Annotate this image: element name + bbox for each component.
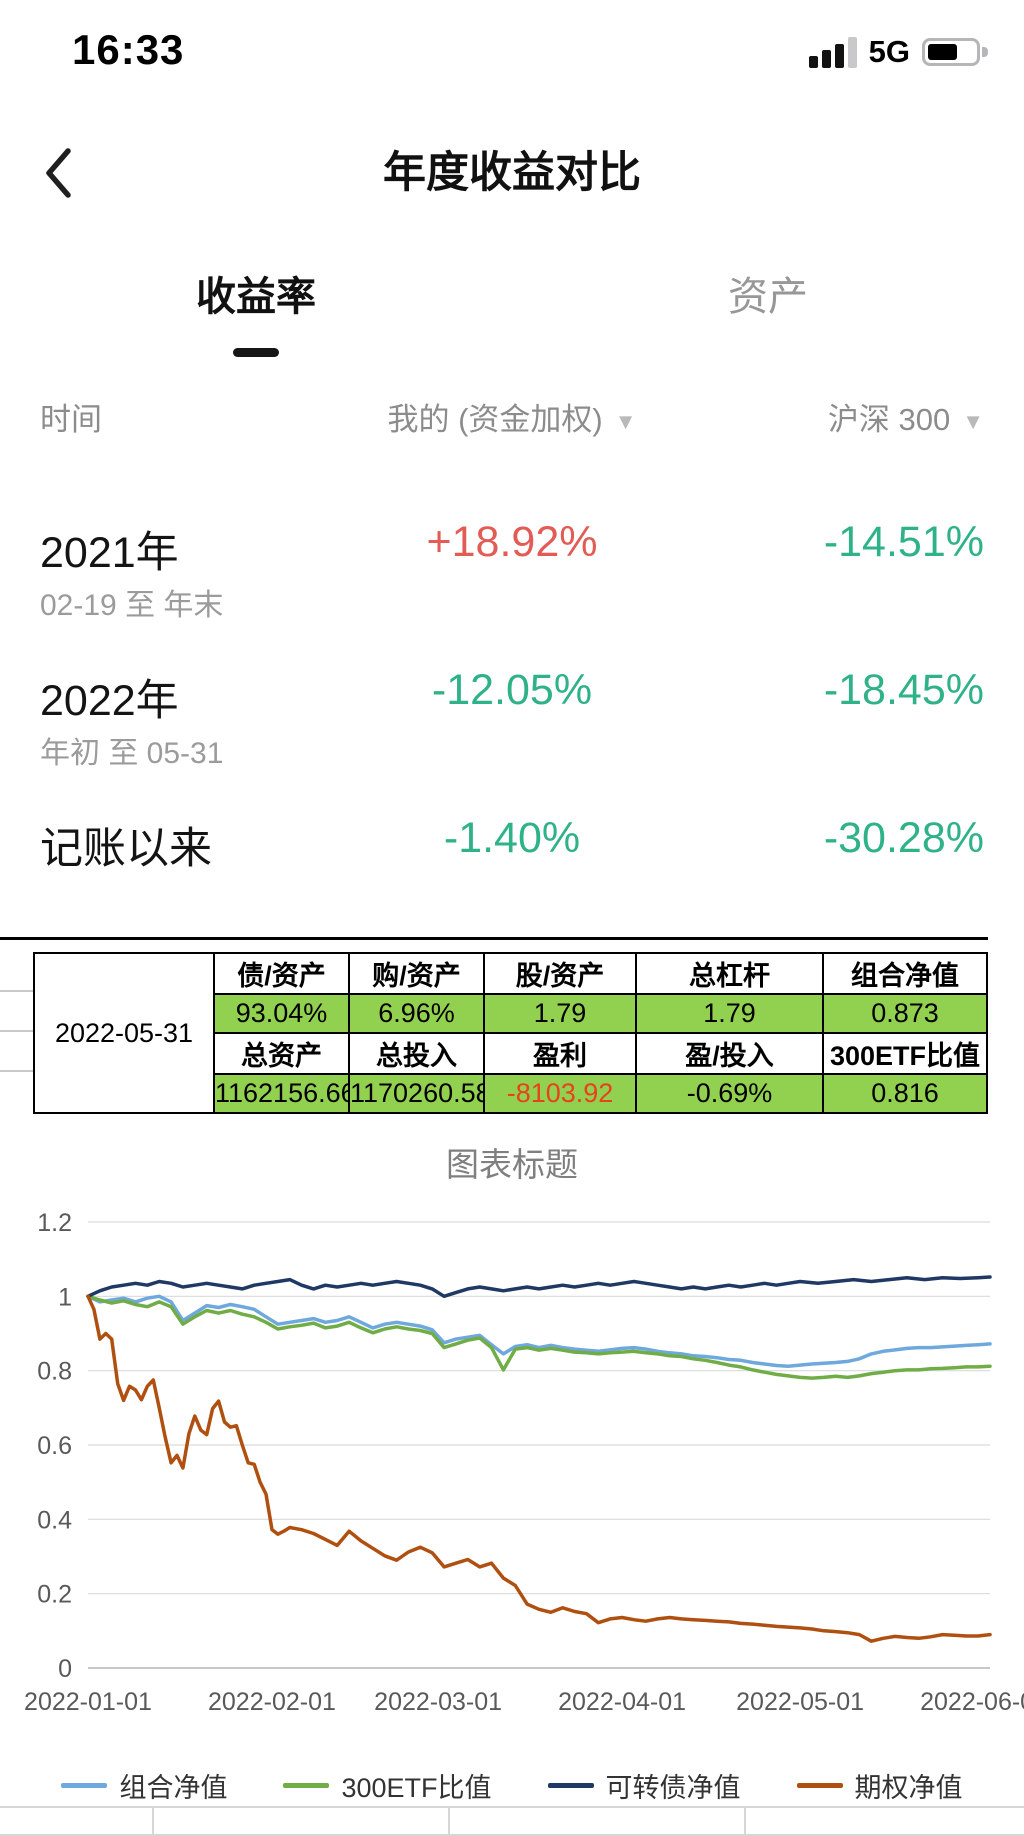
legend-item: 期权净值 bbox=[796, 1766, 963, 1805]
index-return-value: -18.45% bbox=[823, 666, 984, 714]
x-axis-label: 2022-02-01 bbox=[208, 1688, 336, 1716]
chart-series bbox=[86, 1294, 992, 1643]
back-button[interactable] bbox=[42, 146, 76, 200]
excel-header-cell: 总杠杆 bbox=[635, 952, 824, 995]
period-label: 2022年 bbox=[40, 677, 179, 725]
page-title: 年度收益对比 bbox=[383, 149, 641, 197]
spreadsheet-gridline bbox=[0, 1834, 1024, 1836]
spreadsheet-gridline bbox=[0, 1806, 1024, 1808]
table-column-headers: 时间 我的 (资金加权) ▼ 沪深 300 ▼ bbox=[40, 394, 984, 440]
tab-assets[interactable]: 资产 bbox=[728, 275, 808, 319]
y-axis-label: 0 bbox=[58, 1655, 72, 1683]
line-chart: 0 0.2 0.4 0.6 0.8 1 1.2 2022-01-01 2022-02-01 202… bbox=[24, 1209, 1024, 1716]
y-axis-label: 0.6 bbox=[37, 1432, 72, 1460]
excel-value-cell: 6.96% bbox=[348, 993, 485, 1034]
x-axis-label: 2022-05-01 bbox=[736, 1688, 864, 1716]
x-axis-label: 2022-04-01 bbox=[558, 1688, 686, 1716]
legend-item: 组合净值 bbox=[61, 1766, 227, 1805]
legend-label: 可转债净值 bbox=[605, 1773, 741, 1803]
excel-value-cell: 0.816 bbox=[822, 1073, 988, 1114]
column-mine-dropdown[interactable]: 我的 (资金加权) ▼ bbox=[387, 402, 637, 437]
y-axis-label: 1 bbox=[58, 1283, 72, 1311]
spreadsheet-gridline bbox=[448, 1806, 450, 1836]
period-label: 记账以来 bbox=[40, 825, 212, 873]
excel-header-cell: 债/资产 bbox=[213, 952, 350, 995]
legend-label: 300ETF比值 bbox=[341, 1773, 492, 1803]
legend-swatch-icon bbox=[547, 1783, 594, 1788]
signal-strength-icon bbox=[808, 36, 857, 68]
nav-bar: 年度收益对比 bbox=[0, 140, 1024, 206]
excel-header-cell: 300ETF比值 bbox=[822, 1032, 988, 1075]
period-label: 2021年 bbox=[40, 529, 179, 577]
excel-header-cell: 总资产 bbox=[213, 1032, 350, 1075]
chart-series bbox=[86, 1275, 992, 1299]
index-return-value: -30.28% bbox=[823, 814, 984, 862]
legend-swatch-icon bbox=[796, 1783, 843, 1788]
period-range-label: 02-19 至 年末 bbox=[40, 589, 224, 622]
spreadsheet-gridline bbox=[0, 1030, 33, 1032]
column-time-label: 时间 bbox=[40, 402, 102, 437]
excel-summary-table: 2022-05-31 债/资产 购/资产 股/资产 总杠杆 组合净值 93.04… bbox=[33, 952, 988, 1114]
mine-return-value: -1.40% bbox=[443, 814, 581, 862]
excel-value-cell: 1162156.66 bbox=[213, 1073, 350, 1114]
excel-header-cell: 盈/投入 bbox=[635, 1032, 824, 1075]
chart-series bbox=[86, 1294, 992, 1380]
excel-value-cell: -0.69% bbox=[635, 1073, 824, 1114]
x-axis-label: 2022-06-01 bbox=[920, 1688, 1024, 1716]
y-axis-label: 0.2 bbox=[37, 1581, 72, 1609]
spreadsheet-gridline bbox=[152, 1806, 154, 1836]
mine-return-value: +18.92% bbox=[426, 518, 598, 566]
legend-item: 300ETF比值 bbox=[283, 1766, 492, 1805]
legend-label: 组合净值 bbox=[119, 1773, 228, 1803]
y-axis-label: 0.4 bbox=[37, 1506, 72, 1534]
clock: 16:33 bbox=[72, 26, 185, 73]
legend-swatch-icon bbox=[283, 1783, 330, 1788]
excel-header-cell: 组合净值 bbox=[822, 952, 988, 995]
x-axis-label: 2022-01-01 bbox=[24, 1688, 152, 1716]
excel-header-cell: 股/资产 bbox=[483, 952, 637, 995]
chart-title: 图表标题 bbox=[446, 1146, 578, 1183]
excel-loss-cell: -8103.92 bbox=[483, 1073, 637, 1114]
excel-value-cell: 93.04% bbox=[213, 993, 350, 1034]
tab-bar: 收益率 资产 bbox=[0, 268, 1024, 326]
legend-label: 期权净值 bbox=[854, 1773, 963, 1803]
active-tab-underline bbox=[233, 348, 279, 357]
excel-value-cell: 1170260.58 bbox=[348, 1073, 485, 1114]
x-axis-label: 2022-03-01 bbox=[374, 1688, 502, 1716]
status-bar: 16:33 5G bbox=[0, 24, 1024, 80]
spreadsheet-gridline bbox=[0, 990, 33, 992]
excel-header-cell: 盈利 bbox=[483, 1032, 637, 1075]
excel-header-cell: 总投入 bbox=[348, 1032, 485, 1075]
chevron-down-icon: ▼ bbox=[962, 408, 984, 434]
excel-value-cell: 1.79 bbox=[635, 993, 824, 1034]
excel-date-cell: 2022-05-31 bbox=[33, 952, 215, 1114]
spreadsheet-top-border bbox=[0, 937, 988, 940]
spreadsheet-gridline bbox=[0, 1070, 33, 1072]
excel-value-cell: 0.873 bbox=[822, 993, 988, 1034]
y-axis-label: 1.2 bbox=[37, 1209, 72, 1237]
period-range-label: 年初 至 05-31 bbox=[40, 737, 224, 770]
column-index-dropdown[interactable]: 沪深 300 ▼ bbox=[827, 402, 984, 437]
battery-icon bbox=[922, 38, 988, 66]
chart-legend: 组合净值 300ETF比值 可转债净值 期权净值 bbox=[0, 1766, 1024, 1805]
index-return-value: -14.51% bbox=[823, 518, 984, 566]
network-type-label: 5G bbox=[868, 34, 910, 69]
excel-value-cell: 1.79 bbox=[483, 993, 637, 1034]
mine-return-value: -12.05% bbox=[431, 666, 593, 714]
chart-series bbox=[86, 1294, 992, 1368]
excel-header-cell: 购/资产 bbox=[348, 952, 485, 995]
chevron-down-icon: ▼ bbox=[614, 408, 637, 434]
spreadsheet-gridline bbox=[744, 1806, 746, 1836]
tab-return-rate[interactable]: 收益率 bbox=[196, 275, 316, 319]
y-axis-label: 0.8 bbox=[37, 1358, 72, 1386]
legend-swatch-icon bbox=[61, 1783, 108, 1788]
status-icons: 5G bbox=[808, 34, 988, 70]
legend-item: 可转债净值 bbox=[547, 1766, 741, 1805]
